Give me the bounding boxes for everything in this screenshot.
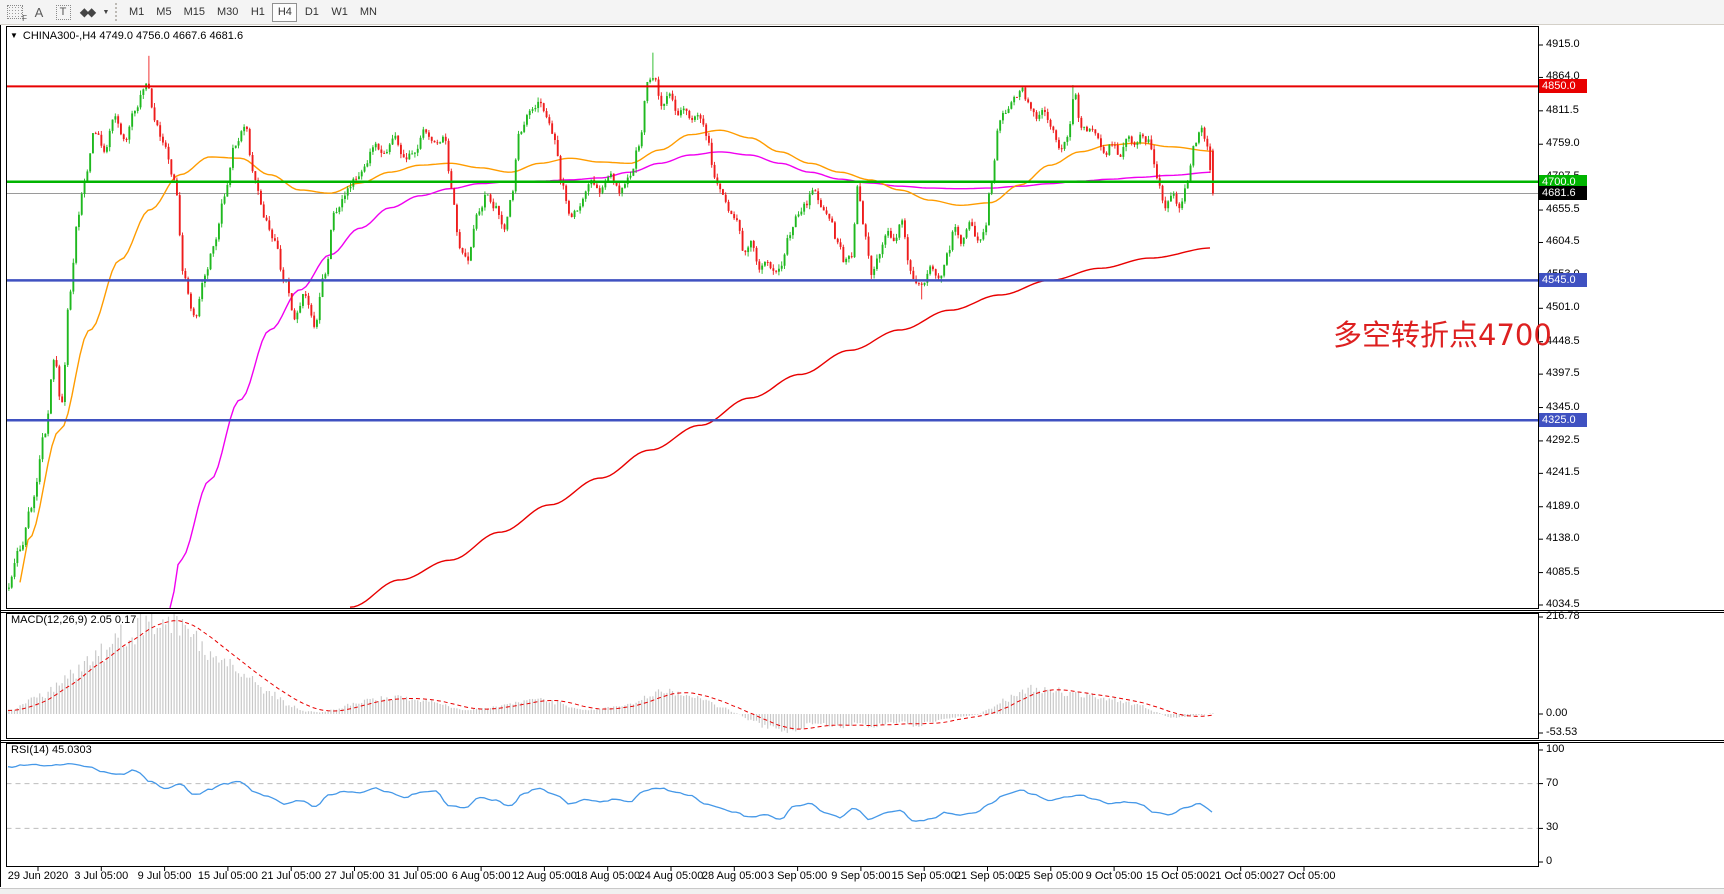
rsi-axis-label-30: 30 (1546, 821, 1559, 834)
rsi-indicator-label: RSI(14) 45.0303 (11, 744, 92, 756)
timeframe-button-m5[interactable]: M5 (151, 3, 176, 22)
timeframe-button-h4[interactable]: H4 (272, 2, 298, 22)
text-annotation-icon[interactable]: A (27, 2, 51, 22)
text-label-glyph: T (55, 4, 71, 20)
time-axis-label-0: 29 Jun 2020 (7, 870, 69, 882)
symbol-ohlc-text: CHINA300-,H4 4749.0 4756.0 4667.6 4681.6 (22, 30, 244, 42)
price-axis-label-4138: 4138.0 (1546, 532, 1580, 545)
macd-axis-label-0.00: 0.00 (1546, 707, 1568, 719)
price-axis-label-4397.5: 4397.5 (1546, 367, 1580, 380)
time-axis-label-14: 15 Sep 05:00 (891, 870, 957, 882)
rsi-line (7, 762, 1213, 822)
price-axis-label-4241.5: 4241.5 (1546, 466, 1580, 479)
macd-histogram (8, 613, 1214, 733)
main-plot-group (6, 52, 1539, 609)
price-axis-label-4915: 4915.0 (1546, 38, 1580, 50)
main-plot-border (6, 26, 1539, 609)
price-axis-label-4655.5: 4655.5 (1546, 203, 1580, 216)
price-tag-4850.0: 4850.0 (1539, 79, 1587, 94)
time-axis-label-13: 9 Sep 05:00 (831, 870, 891, 882)
price-tag-4545.0: 4545.0 (1539, 273, 1587, 288)
macd-axis-label-216.78: 216.78 (1546, 609, 1580, 622)
time-axis-label-1: 3 Jul 05:00 (74, 870, 129, 882)
timeframe-button-m1[interactable]: M1 (124, 3, 149, 22)
price-tag-4325.0: 4325.0 (1539, 413, 1587, 428)
price-axis-label-4292.5: 4292.5 (1546, 433, 1580, 446)
chart-annotation-text: 多空转折点4700 (1333, 318, 1552, 352)
time-axis-label-6: 31 Jul 05:00 (387, 870, 448, 882)
rsi-axis-label-70: 70 (1546, 776, 1559, 789)
time-axis-label-19: 21 Oct 05:00 (1209, 870, 1273, 882)
time-axis-label-7: 6 Aug 05:00 (451, 870, 511, 882)
ma-slow-red-line (349, 247, 1211, 608)
macd-signal-line (7, 620, 1214, 730)
time-axis-label-16: 25 Sep 05:00 (1018, 870, 1084, 882)
price-tag-4700.0: 4700.0 (1539, 174, 1587, 189)
grid-glyph: F (7, 5, 27, 23)
macd-plot-border (6, 613, 1539, 739)
time-axis-label-18: 15 Oct 05:00 (1145, 870, 1209, 882)
timeframe-button-h1[interactable]: H1 (245, 3, 270, 22)
arrow-tools-dropdown[interactable]: ▼ (99, 2, 111, 22)
ma-mid-magenta-line (169, 151, 1211, 609)
price-axis-label-4189: 4189.0 (1546, 499, 1580, 512)
time-axis-label-9: 18 Aug 05:00 (575, 870, 641, 882)
time-axis-label-17: 9 Oct 05:00 (1085, 870, 1143, 882)
price-tag-4681.6: 4681.6 (1539, 186, 1587, 201)
macd-plot-group (7, 613, 1214, 733)
price-axis-label-4448.5: 4448.5 (1546, 334, 1580, 347)
price-axis-label-4085.5: 4085.5 (1546, 565, 1580, 578)
dropdown-caret-icon: ▼ (102, 8, 110, 16)
macd-indicator-label: MACD(12,26,9) 2.05 0.17 (11, 614, 137, 626)
time-axis-label-3: 15 Jul 05:00 (197, 870, 258, 882)
time-axis-label-12: 3 Sep 05:00 (767, 870, 828, 882)
time-axis-label-2: 9 Jul 05:00 (137, 870, 192, 882)
timeframe-button-d1[interactable]: D1 (299, 3, 324, 22)
candles-group (8, 52, 1214, 591)
price-axis-label-4501: 4501.0 (1546, 301, 1580, 314)
arrow-tools-glyph: ◆◆ (79, 5, 97, 19)
time-axis-label-20: 27 Oct 05:00 (1272, 870, 1336, 882)
price-axis-label-4811.5: 4811.5 (1546, 103, 1579, 116)
timeframe-button-m15[interactable]: M15 (179, 3, 210, 22)
text-annotation-glyph: A (34, 4, 44, 20)
price-axis-label-4759: 4759.0 (1546, 137, 1580, 150)
time-axis-label-11: 28 Aug 05:00 (701, 870, 767, 882)
time-axis-label-5: 27 Jul 05:00 (324, 870, 385, 882)
window-bottom-strip (0, 888, 1724, 894)
macd-axis-label--53.53: -53.53 (1546, 726, 1578, 738)
rsi-axis-label-0: 0 (1546, 855, 1553, 867)
arrow-tools-icon[interactable]: ◆◆ (75, 2, 99, 22)
ma-fast-orange-line (19, 129, 1213, 583)
chart-shift-grid-icon[interactable]: F (3, 2, 27, 23)
one-click-trading-arrow-icon[interactable]: ▼ (10, 31, 18, 40)
price-axis-label-4034.5: 4034.5 (1546, 598, 1580, 610)
time-axis-label-10: 24 Aug 05:00 (638, 870, 704, 882)
timeframe-button-mn[interactable]: MN (355, 3, 382, 22)
text-label-icon[interactable]: T (51, 2, 75, 22)
time-axis-label-15: 21 Sep 05:00 (954, 870, 1021, 882)
price-axis-label-4604.5: 4604.5 (1546, 235, 1580, 248)
symbol-ohlc-info: ▼ CHINA300-,H4 4749.0 4756.0 4667.6 4681.… (10, 30, 243, 42)
time-axis-label-8: 12 Aug 05:00 (511, 870, 577, 882)
timeframe-button-m30[interactable]: M30 (212, 3, 243, 22)
timeframe-button-w1[interactable]: W1 (326, 3, 353, 22)
chart-canvas[interactable] (0, 25, 1724, 894)
rsi-axis-label-100: 100 (1546, 743, 1565, 755)
time-axis-label-4: 21 Jul 05:00 (261, 870, 322, 882)
timeframe-button-group: M1 M5 M15 M30 H1 H4 D1 W1 MN (123, 2, 383, 22)
rsi-plot-group (6, 762, 1539, 829)
toolbar-drag-handle[interactable] (115, 3, 119, 21)
toolbar: F A T ◆◆ ▼ M1 M5 M15 M30 H1 H4 D1 W1 MN (0, 0, 1724, 25)
chart-window[interactable]: ▼ CHINA300-,H4 4749.0 4756.0 4667.6 4681.… (0, 25, 1724, 894)
price-axis-label-4345: 4345.0 (1546, 400, 1580, 413)
rsi-plot-border (6, 743, 1539, 867)
